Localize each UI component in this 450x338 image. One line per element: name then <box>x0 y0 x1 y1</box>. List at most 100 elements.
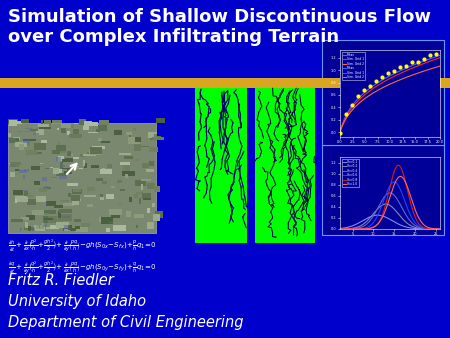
Bar <box>44 223 47 225</box>
Sim. Grid 2 <box>429 67 434 71</box>
Point <box>337 130 344 136</box>
Bar <box>147 183 155 189</box>
Bar <box>135 137 141 142</box>
Point <box>378 74 386 80</box>
Point <box>433 51 440 57</box>
Bar <box>46 227 56 228</box>
Bar <box>147 222 153 229</box>
Bar <box>98 125 108 131</box>
Bar <box>43 188 51 189</box>
Bar <box>136 192 143 194</box>
Bar <box>69 134 82 138</box>
Bar <box>27 199 36 206</box>
Point <box>348 102 356 107</box>
Bar <box>83 153 95 156</box>
Bar <box>148 132 157 138</box>
Bar <box>66 174 67 175</box>
Bar <box>56 145 66 151</box>
Point <box>373 78 380 84</box>
Bar <box>50 167 53 168</box>
Bar <box>34 225 45 231</box>
Bar <box>32 210 44 215</box>
Bar <box>89 150 103 155</box>
Bar <box>28 226 31 232</box>
Bar <box>87 152 90 154</box>
Bar <box>30 128 38 131</box>
Bar <box>23 139 36 141</box>
Bar <box>21 119 29 123</box>
Bar <box>84 121 92 126</box>
Line: Sim. Grid 2: Sim. Grid 2 <box>340 66 440 132</box>
Bar <box>69 154 72 156</box>
Bar <box>113 225 126 231</box>
Bar <box>117 179 122 183</box>
Bar <box>9 120 17 126</box>
Bar <box>145 169 154 172</box>
Bar <box>149 147 158 152</box>
Sim. Grid 1 <box>338 130 343 134</box>
Bar <box>9 163 13 164</box>
Meas <box>432 55 438 59</box>
Bar <box>59 176 67 179</box>
Bar <box>54 169 62 173</box>
Sim. Grid 2 <box>364 95 369 99</box>
Bar <box>111 186 115 188</box>
Bar <box>39 225 40 228</box>
Sim. Grid 2 <box>338 130 343 134</box>
Bar <box>38 124 49 126</box>
Bar <box>111 213 120 218</box>
Sim. Grid 1 <box>341 119 346 123</box>
Bar <box>51 177 57 178</box>
Bar <box>73 189 81 192</box>
Bar <box>81 223 90 227</box>
Bar <box>18 131 22 132</box>
Text: $\frac{\partial q}{\partial t} + \frac{\partial}{\partial y}\!\left(\!\frac{q^2}: $\frac{\partial q}{\partial t} + \frac{\… <box>8 260 156 277</box>
Bar <box>134 194 138 198</box>
Bar <box>147 208 150 213</box>
Bar <box>15 199 17 203</box>
Bar <box>120 189 125 191</box>
Bar <box>14 121 22 124</box>
Bar <box>143 195 151 200</box>
Bar <box>15 163 21 165</box>
Line: Meas: Meas <box>340 55 440 132</box>
Sim. Grid 2 <box>437 64 443 68</box>
Sim. Grid 2 <box>343 117 349 121</box>
Bar <box>93 122 95 125</box>
Bar <box>44 120 51 126</box>
Bar <box>101 217 113 224</box>
Bar <box>142 163 148 168</box>
Bar <box>73 166 79 169</box>
Bar <box>20 228 22 230</box>
Bar <box>80 154 85 157</box>
Bar <box>73 157 79 159</box>
Bar <box>140 146 149 147</box>
Bar <box>125 174 128 178</box>
Bar <box>51 150 60 154</box>
Bar <box>56 157 61 161</box>
Bar <box>63 228 76 231</box>
Point <box>403 63 410 69</box>
Bar <box>107 164 112 168</box>
Bar <box>61 200 69 202</box>
Bar <box>87 187 95 191</box>
Bar <box>18 220 21 222</box>
Bar <box>36 196 46 202</box>
Bar <box>33 134 40 135</box>
Bar <box>61 128 66 133</box>
Bar <box>85 195 96 197</box>
Meas <box>437 53 443 57</box>
Bar <box>16 139 19 140</box>
Bar <box>100 197 104 200</box>
Bar <box>136 225 139 228</box>
Bar <box>39 188 47 192</box>
Bar <box>133 128 136 131</box>
Bar <box>10 172 15 177</box>
Bar <box>322 40 444 145</box>
Bar <box>32 228 40 231</box>
Bar <box>79 119 86 125</box>
Bar <box>67 183 78 186</box>
Bar <box>68 170 73 172</box>
Bar <box>8 119 18 124</box>
Bar <box>9 138 19 143</box>
